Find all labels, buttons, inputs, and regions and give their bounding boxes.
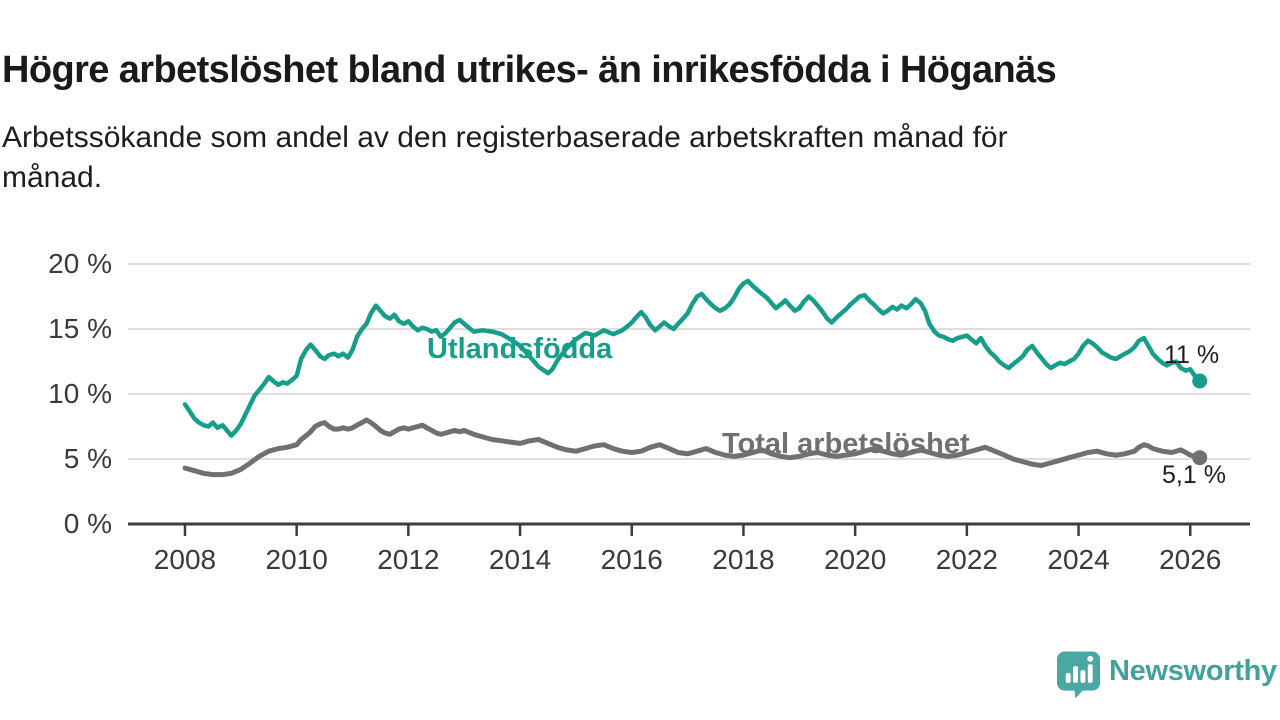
chart-title: Högre arbetslöshet bland utrikes- än inr… — [2, 49, 1057, 92]
x-tick-label: 2008 — [153, 544, 217, 575]
x-tick-label: 2014 — [488, 544, 552, 575]
x-tick-label: 2024 — [1047, 544, 1110, 575]
newsworthy-logo: Newsworthy — [1055, 649, 1277, 699]
x-tick-label: 2016 — [600, 544, 663, 575]
series-label-total-arbetsloshet: Total arbetslöshet — [722, 428, 970, 460]
y-tick-label: 0 % — [63, 508, 112, 539]
y-tick-label: 20 % — [48, 248, 112, 279]
x-tick-label: 2012 — [377, 544, 440, 575]
x-tick-label: 2022 — [935, 544, 998, 575]
end-value-label-total: 5,1 % — [1162, 461, 1226, 489]
chart-subtitle: Arbetssökande som andel av den registerb… — [2, 121, 1008, 194]
series-label-utlandsfodda: Utlandsfödda — [427, 333, 613, 365]
x-tick-label: 2020 — [823, 544, 887, 575]
newsworthy-logo-text: Newsworthy — [1109, 654, 1277, 687]
y-tick-label: 10 % — [48, 378, 112, 409]
newsworthy-logo-icon — [1056, 651, 1101, 699]
x-tick-label: 2010 — [265, 544, 328, 575]
end-value-label-utlandsfodda: 11 % — [1164, 341, 1220, 369]
y-tick-label: 15 % — [48, 313, 112, 344]
y-tick-label: 5 % — [63, 443, 112, 474]
x-tick-label: 2026 — [1159, 544, 1222, 575]
x-tick-label: 2018 — [712, 544, 775, 575]
